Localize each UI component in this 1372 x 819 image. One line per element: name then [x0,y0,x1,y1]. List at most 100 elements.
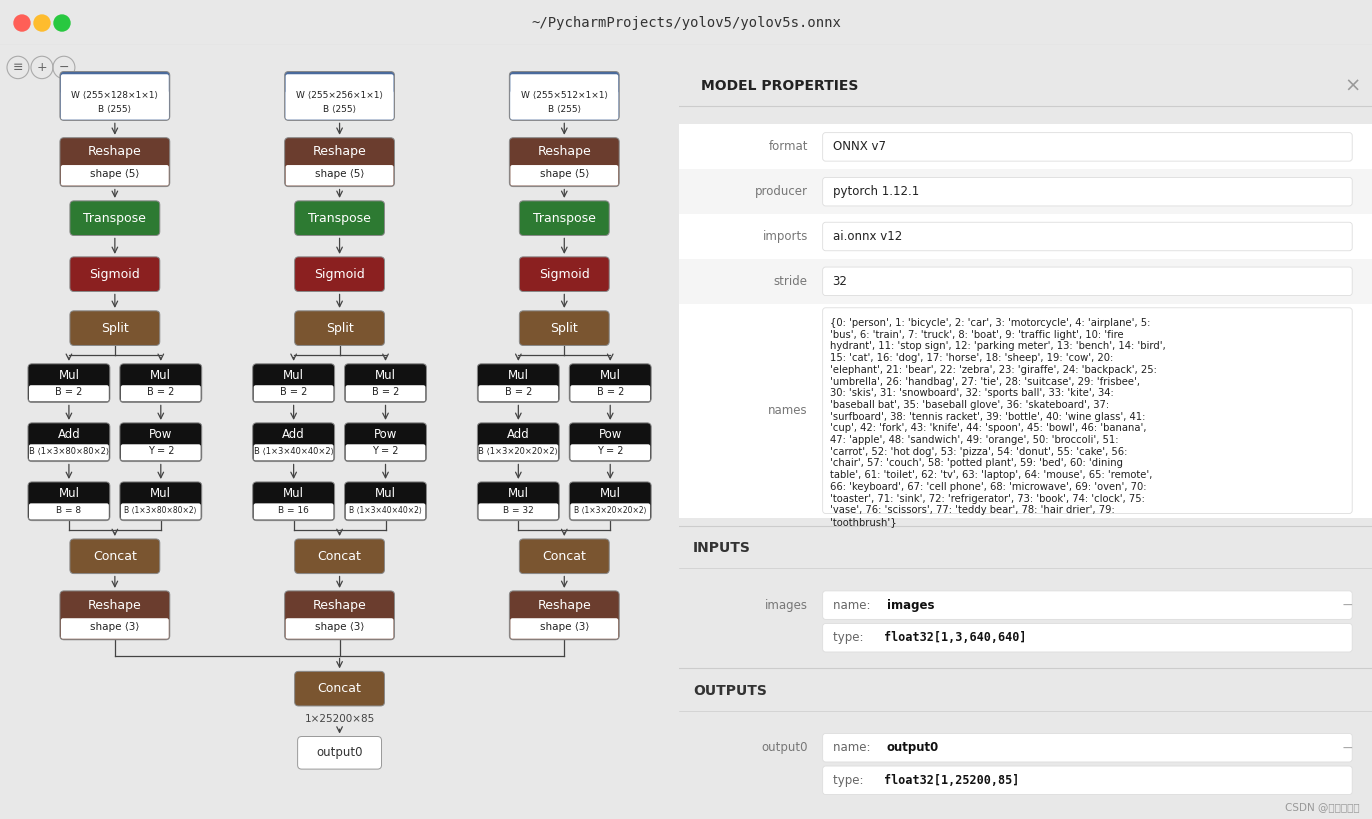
FancyBboxPatch shape [295,201,384,236]
FancyBboxPatch shape [252,482,335,521]
Text: 'carrot', 52: 'hot dog', 53: 'pizza', 54: 'donut', 55: 'cake', 56:: 'carrot', 52: 'hot dog', 53: 'pizza', 54… [830,447,1126,457]
FancyBboxPatch shape [346,444,425,460]
FancyBboxPatch shape [520,311,609,346]
FancyBboxPatch shape [254,444,333,460]
Text: Add: Add [283,428,305,441]
Text: Split: Split [325,322,354,335]
FancyBboxPatch shape [346,385,425,401]
FancyBboxPatch shape [29,385,108,401]
FancyBboxPatch shape [510,91,619,120]
Text: names: names [768,404,808,417]
Text: B = 16: B = 16 [279,506,309,515]
Text: OUTPUTS: OUTPUTS [693,684,767,698]
FancyBboxPatch shape [119,423,202,462]
Text: B = 2: B = 2 [147,387,174,397]
FancyBboxPatch shape [823,178,1353,206]
Text: shape ⟨5⟩: shape ⟨5⟩ [316,170,364,179]
Text: INPUTS: INPUTS [693,541,750,555]
Text: MODEL PROPERTIES: MODEL PROPERTIES [701,79,859,93]
FancyBboxPatch shape [70,201,159,236]
FancyBboxPatch shape [29,444,108,460]
Text: ~/PycharmProjects/yolov5/yolov5s.onnx: ~/PycharmProjects/yolov5/yolov5s.onnx [531,16,841,30]
FancyBboxPatch shape [571,504,650,519]
FancyBboxPatch shape [27,423,110,462]
Text: B ⟨1×3×40×40×2⟩: B ⟨1×3×40×40×2⟩ [348,506,423,515]
FancyBboxPatch shape [285,165,394,186]
FancyBboxPatch shape [571,444,650,460]
FancyBboxPatch shape [284,138,395,187]
Text: Y = 2: Y = 2 [597,446,623,456]
Bar [679,124,1372,170]
Text: 15: 'cat', 16: 'dog', 17: 'horse', 18: 'sheep', 19: 'cow', 20:: 15: 'cat', 16: 'dog', 17: 'horse', 18: '… [830,353,1113,363]
Text: ×: × [1345,76,1361,95]
FancyBboxPatch shape [477,364,560,402]
Text: Mul: Mul [59,369,80,382]
FancyBboxPatch shape [298,736,381,769]
FancyBboxPatch shape [477,482,560,521]
Text: Pow: Pow [598,428,622,441]
FancyBboxPatch shape [510,618,619,639]
Text: 32: 32 [833,275,848,287]
FancyBboxPatch shape [27,364,110,402]
FancyBboxPatch shape [285,75,394,120]
FancyBboxPatch shape [254,385,333,401]
Text: 66: 'keyboard', 67: 'cell phone', 68: 'microwave', 69: 'oven', 70:: 66: 'keyboard', 67: 'cell phone', 68: 'm… [830,482,1146,492]
Circle shape [54,15,70,31]
FancyBboxPatch shape [60,91,169,120]
Text: B ⟨255⟩: B ⟨255⟩ [99,105,132,114]
Bar [679,214,1372,259]
FancyBboxPatch shape [823,734,1353,762]
FancyBboxPatch shape [509,71,619,120]
FancyBboxPatch shape [509,590,619,640]
Text: 'umbrella', 26: 'handbag', 27: 'tie', 28: 'suitcase', 29: 'frisbee',: 'umbrella', 26: 'handbag', 27: 'tie', 28… [830,377,1140,387]
Text: shape ⟨5⟩: shape ⟨5⟩ [539,170,589,179]
FancyBboxPatch shape [27,482,110,521]
Circle shape [14,15,30,31]
Text: CSDN @明月醉窗台: CSDN @明月醉窗台 [1286,802,1360,812]
FancyBboxPatch shape [295,311,384,346]
Text: Transpose: Transpose [84,211,147,224]
FancyBboxPatch shape [70,257,159,292]
FancyBboxPatch shape [479,504,558,519]
Text: +: + [37,61,47,74]
Bar [679,259,1372,304]
Text: 47: 'apple', 48: 'sandwich', 49: 'orange', 50: 'broccoli', 51:: 47: 'apple', 48: 'sandwich', 49: 'orange… [830,435,1118,445]
Text: type:: type: [833,631,867,645]
Text: stride: stride [774,275,808,287]
FancyBboxPatch shape [60,165,169,186]
Text: Split: Split [550,322,578,335]
Text: 'bus', 6: 'train', 7: 'truck', 8: 'boat', 9: 'traffic light', 10: 'fire: 'bus', 6: 'train', 7: 'truck', 8: 'boat'… [830,330,1124,340]
FancyBboxPatch shape [29,504,108,519]
FancyBboxPatch shape [119,364,202,402]
Text: Conv: Conv [99,75,130,88]
Text: B = 2: B = 2 [372,387,399,397]
FancyBboxPatch shape [295,539,384,573]
Text: shape ⟨3⟩: shape ⟨3⟩ [91,622,140,632]
FancyBboxPatch shape [119,482,202,521]
Text: pytorch 1.12.1: pytorch 1.12.1 [833,185,919,198]
FancyBboxPatch shape [823,133,1353,161]
FancyBboxPatch shape [344,482,427,521]
Text: Conv: Conv [324,75,355,88]
Text: 'toothbrush'}: 'toothbrush'} [830,517,896,527]
Text: name:: name: [833,741,874,754]
Text: B = 2: B = 2 [280,387,307,397]
Text: Mul: Mul [508,486,528,500]
Text: Mul: Mul [151,486,172,500]
Bar [679,304,1372,518]
Text: −: − [1342,598,1353,612]
Text: shape ⟨3⟩: shape ⟨3⟩ [539,622,589,632]
FancyBboxPatch shape [285,91,394,120]
Text: Conv: Conv [549,75,580,88]
FancyBboxPatch shape [60,75,169,120]
Text: −: − [1342,740,1353,755]
Text: Sigmoid: Sigmoid [314,268,365,281]
FancyBboxPatch shape [295,672,384,706]
Text: B ⟨1×3×80×80×2⟩: B ⟨1×3×80×80×2⟩ [29,447,108,456]
Text: float32[1,3,640,640]: float32[1,3,640,640] [884,631,1026,645]
Text: 'baseball bat', 35: 'baseball glove', 36: 'skateboard', 37:: 'baseball bat', 35: 'baseball glove', 36… [830,400,1109,410]
Text: table', 61: 'toilet', 62: 'tv', 63: 'laptop', 64: 'mouse', 65: 'remote',: table', 61: 'toilet', 62: 'tv', 63: 'lap… [830,470,1152,480]
Text: B ⟨1×3×20×20×2⟩: B ⟨1×3×20×20×2⟩ [573,506,646,515]
Text: hydrant', 11: 'stop sign', 12: 'parking meter', 13: 'bench', 14: 'bird',: hydrant', 11: 'stop sign', 12: 'parking … [830,342,1165,351]
Text: B = 2: B = 2 [505,387,532,397]
